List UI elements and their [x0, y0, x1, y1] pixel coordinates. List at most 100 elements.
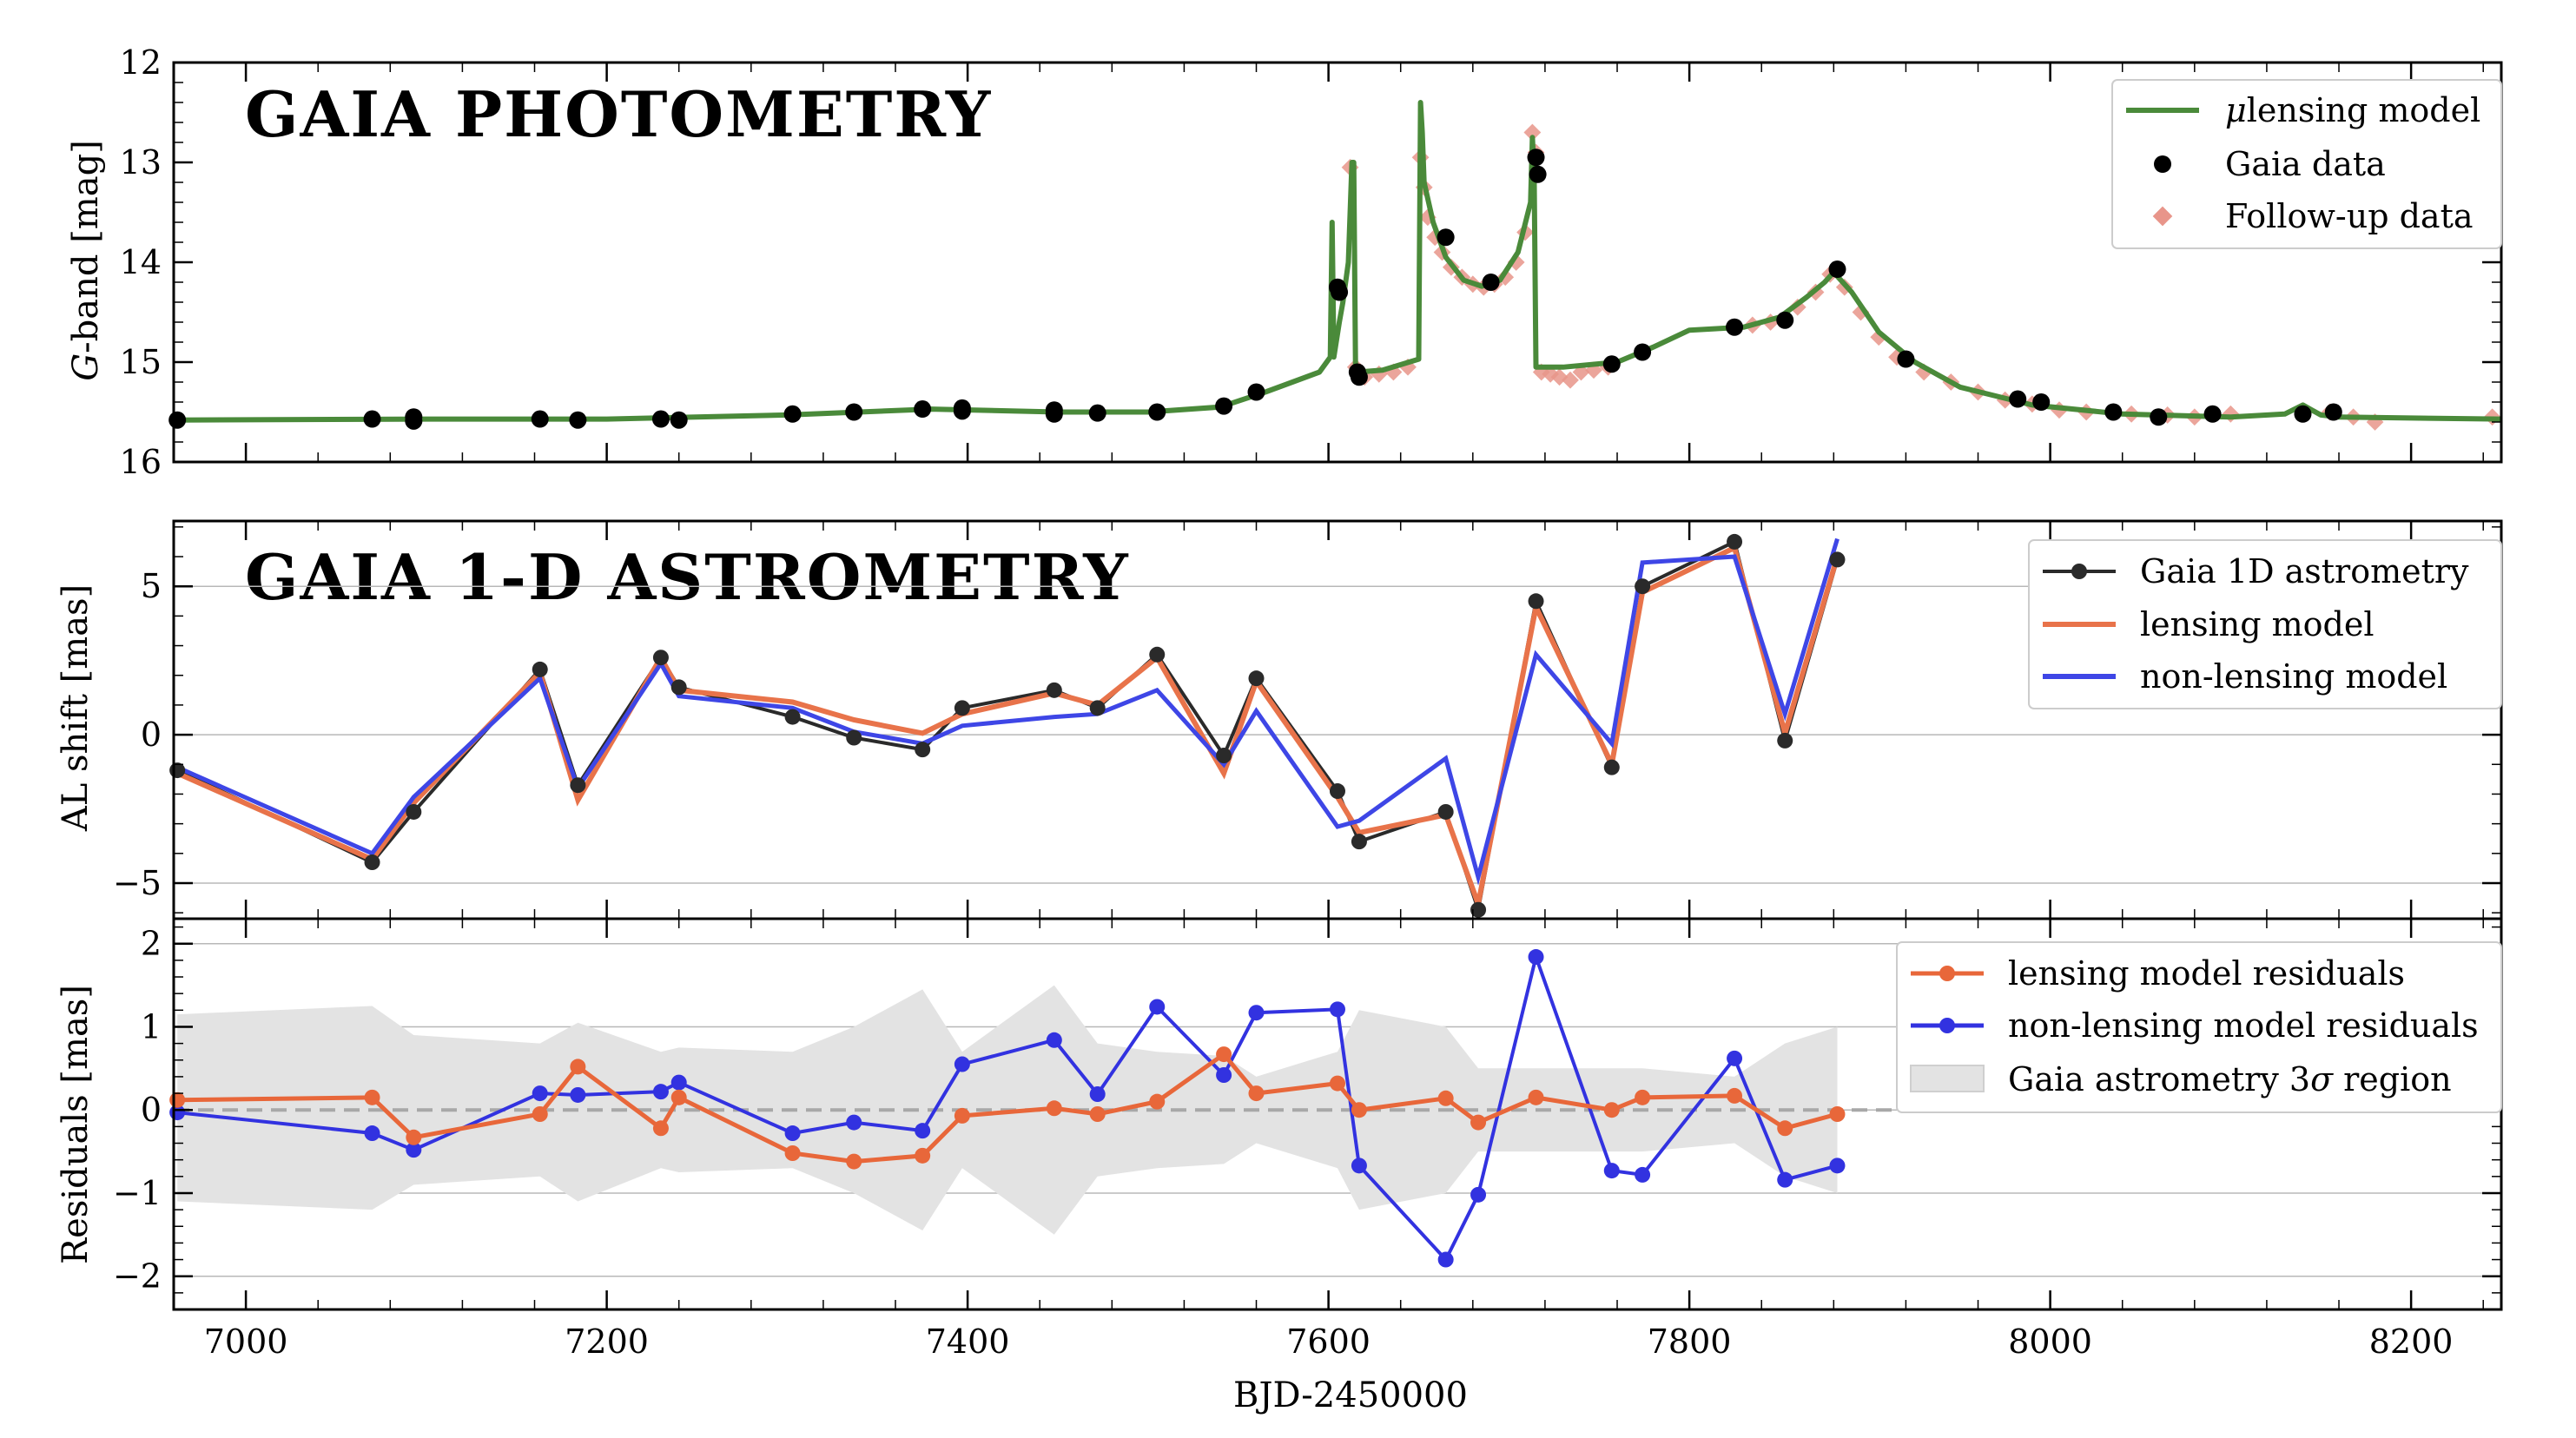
photometry-y-axis-title: G-band [mag]: [66, 140, 106, 381]
legend-marker-gaia-1d: [2071, 564, 2087, 579]
non-lensing-residual-point: [1635, 1166, 1651, 1183]
gaia-data-point: [2294, 405, 2312, 423]
panel1-ytick-label: 14: [120, 243, 162, 281]
gaia-data-point: [1215, 397, 1233, 415]
gaia-1d-astrometry-point: [532, 661, 548, 677]
panel3-ytick-label: 1: [141, 1007, 162, 1046]
non-lensing-residual-point: [1727, 1050, 1743, 1066]
gaia-data-point: [2203, 405, 2222, 423]
lensing-model-line: [175, 544, 1840, 914]
legend-marker-nonlensing-residuals: [1939, 1018, 1955, 1033]
gaia-1d-astrometry-point: [1216, 748, 1232, 764]
lensing-residual-point: [406, 1129, 422, 1145]
legend-label-lensing-residuals: lensing model residuals: [2008, 954, 2405, 993]
gaia-1d-astrometry-point: [1351, 834, 1367, 850]
residuals-y-axis-title: Residuals [mas]: [56, 985, 96, 1264]
lensing-residual-point: [670, 1089, 687, 1105]
legend-label-nonlensing: non-lensing model: [2140, 657, 2447, 696]
panel3-ytick-label: 0: [141, 1091, 162, 1129]
gaia-1d-astrometry-point: [1437, 803, 1454, 820]
panel1-ytick-label: 12: [120, 43, 162, 82]
non-lensing-residual-point: [954, 1056, 970, 1072]
astrometry-legend: Gaia 1D astrometry lensing model non-len…: [2028, 539, 2502, 709]
gaia-data-point: [1350, 368, 1368, 386]
non-lensing-residual-point: [846, 1114, 862, 1131]
gaia-data-point: [1088, 404, 1106, 422]
non-lensing-residual-point: [1046, 1032, 1062, 1048]
non-lensing-residual-point: [1351, 1158, 1367, 1174]
panel1-ytick-label: 13: [120, 143, 162, 181]
gaia-data-point: [2150, 408, 2168, 426]
legend-label-lensing: lensing model: [2140, 605, 2375, 643]
followup-data-point: [2222, 405, 2240, 423]
astrometry-title-backdrop: [228, 533, 1122, 611]
non-lensing-residual-point: [915, 1123, 931, 1139]
astrometry-y-axis-title: AL shift [mas]: [56, 584, 96, 832]
gaia-1d-astrometry-point: [954, 700, 970, 716]
gaia-1d-astrometry-point: [1777, 732, 1793, 749]
residuals-legend-frame: [1896, 941, 2502, 1113]
non-lensing-residual-point: [670, 1074, 687, 1091]
followup-data-point: [1523, 123, 1542, 142]
gaia-data-point: [845, 403, 863, 421]
x-tick-label: 7600: [1286, 1323, 1371, 1361]
photometry-legend-frame: [2111, 79, 2502, 249]
gaia-data-point: [783, 405, 802, 423]
panel2-ytick-label: −5: [113, 864, 162, 902]
gaia-data-point: [1527, 148, 1545, 167]
gaia-data-point: [363, 410, 381, 428]
gaia-data-point: [670, 411, 688, 429]
gaia-data-point: [1148, 403, 1166, 421]
gaia-data-point: [2324, 403, 2342, 421]
gaia-data-point: [1045, 405, 1063, 423]
x-tick-label: 7000: [204, 1323, 288, 1361]
gaia-1d-astrometry-point: [1046, 682, 1062, 698]
non-lensing-residual-point: [1603, 1163, 1620, 1179]
panel2-ytick-label: 0: [141, 716, 162, 754]
gaia-1d-astrometry-point: [670, 679, 687, 696]
gaia-data-point: [569, 411, 587, 429]
non-lensing-residual-point: [1089, 1086, 1106, 1103]
gaia-1d-astrometry-point: [1829, 551, 1846, 568]
lensing-residual-point: [1727, 1087, 1743, 1104]
microlensing-model-line: [173, 100, 2502, 423]
lensing-residual-point: [1248, 1085, 1265, 1102]
lensing-residual-point: [1829, 1106, 1846, 1122]
non-lensing-residual-point: [406, 1142, 422, 1158]
x-tick-label: 7800: [1648, 1323, 1732, 1361]
gaia-1d-astrometry-point: [1149, 646, 1166, 663]
gaia-data-point: [168, 411, 187, 429]
lensing-residual-point: [846, 1153, 862, 1170]
gaia-data-point: [2009, 390, 2027, 408]
lensing-residual-point: [570, 1059, 586, 1075]
legend-label-followup: Follow-up data: [2225, 197, 2474, 235]
gaia-1d-astrometry-point: [784, 709, 801, 725]
non-lensing-residual-point: [532, 1085, 548, 1102]
panel3-ytick-label: −1: [113, 1174, 162, 1212]
lensing-residual-point: [169, 1092, 186, 1108]
gaia-data-point: [1437, 228, 1455, 247]
lensing-residual-point: [1089, 1106, 1106, 1122]
non-lensing-residual-point: [1470, 1186, 1487, 1203]
gaia-1d-astrometry-point: [406, 803, 422, 820]
lensing-residual-point: [652, 1120, 669, 1137]
non-lensing-residual-point: [1330, 1001, 1345, 1018]
lensing-residual-point: [1351, 1102, 1367, 1118]
x-tick-label: 8000: [2008, 1323, 2092, 1361]
gaia-1d-astrometry-point: [1248, 670, 1265, 687]
gaia-data-point: [1602, 355, 1621, 373]
photometry-title: GAIA PHOTOMETRY: [245, 77, 992, 151]
lensing-residual-point: [364, 1089, 380, 1105]
non-lensing-residual-point: [784, 1125, 801, 1142]
gaia-data-point: [2032, 393, 2051, 411]
gaia-data-point: [1634, 343, 1652, 361]
non-lensing-residual-point: [364, 1125, 380, 1142]
x-tick-label: 7200: [565, 1323, 649, 1361]
residuals-legend: lensing model residuals non-lensing mode…: [1896, 941, 2502, 1113]
panel3-ytick-label: 2: [141, 925, 162, 963]
gaia-1d-astrometry-point: [915, 742, 931, 758]
lensing-residual-point: [1603, 1102, 1620, 1118]
panel3-frame: [172, 917, 2503, 1311]
